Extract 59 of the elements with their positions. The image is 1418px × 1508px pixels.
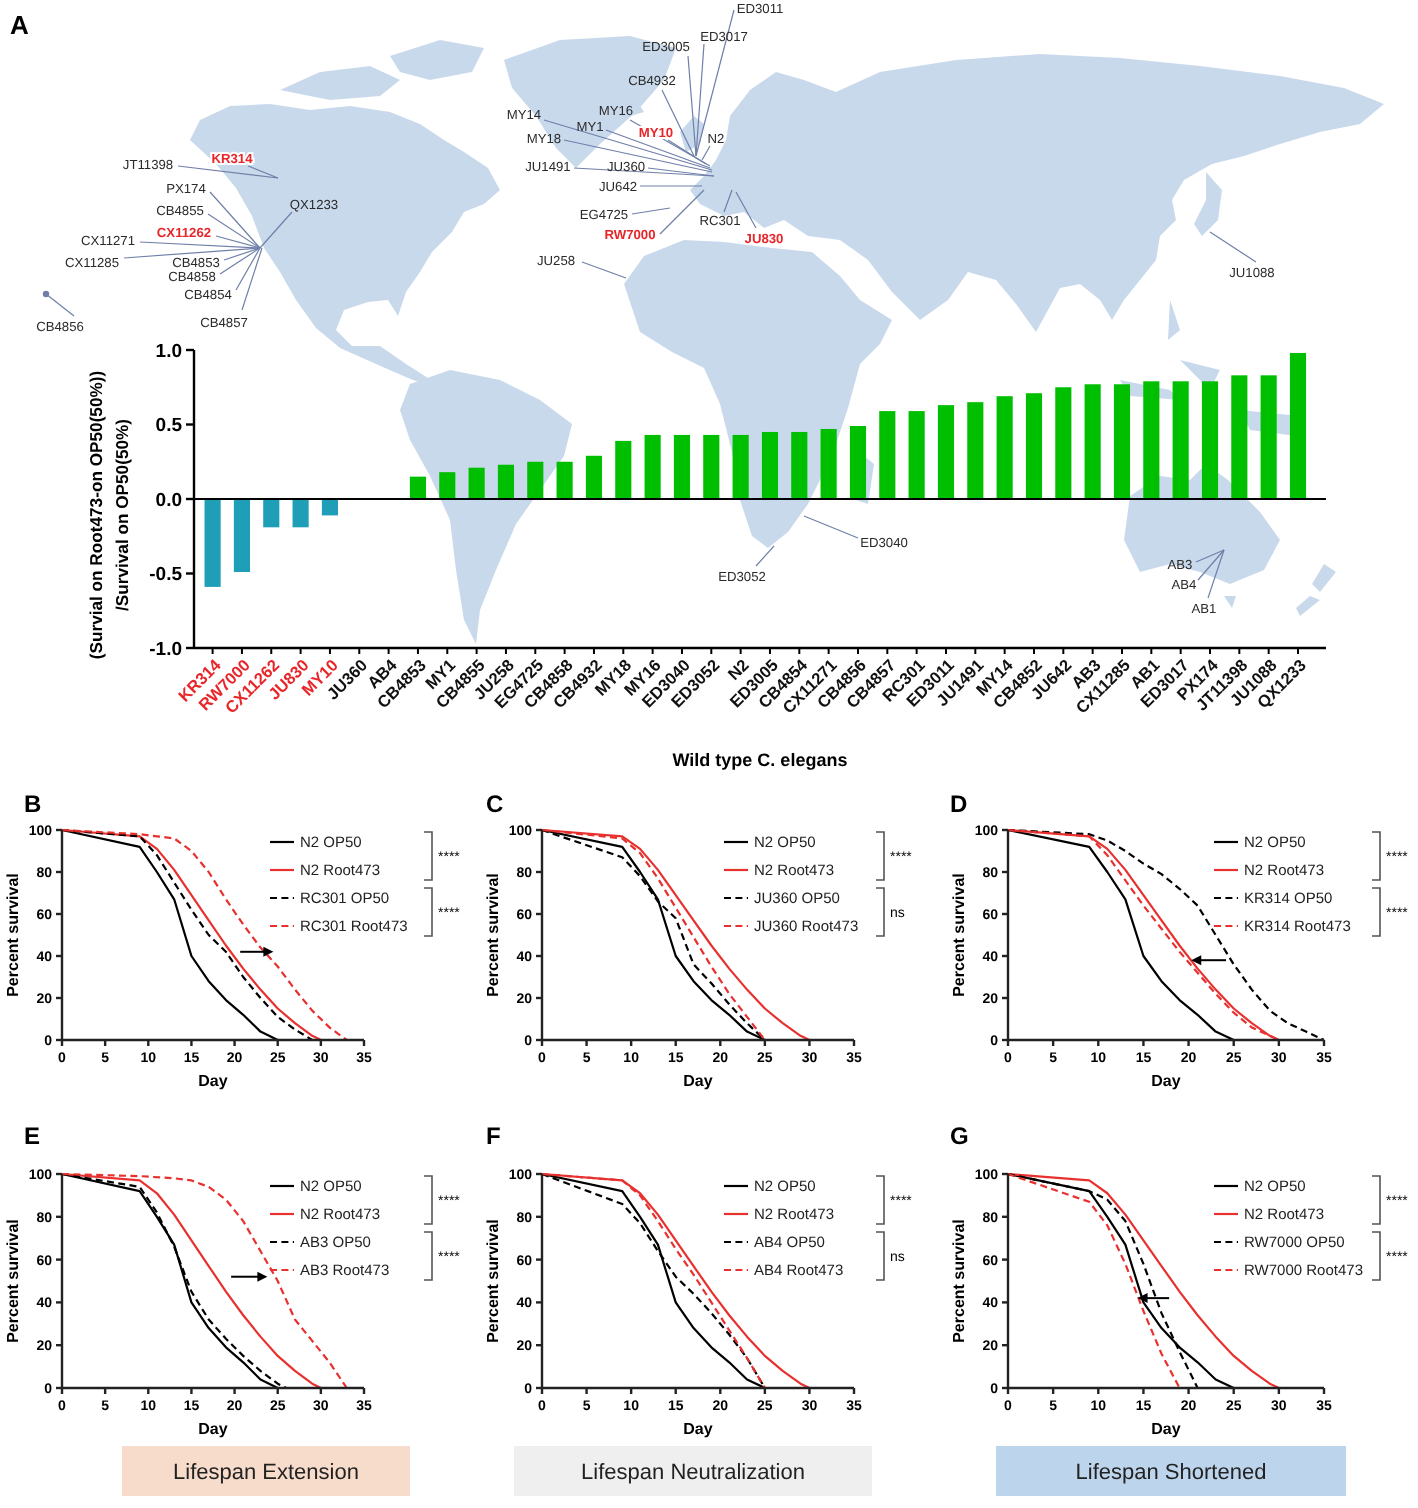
- bar: [439, 472, 456, 499]
- bar: [820, 428, 837, 499]
- y-tick-label: 0.0: [155, 489, 182, 512]
- y-tick-label: 0.5: [155, 415, 184, 438]
- y-axis-title: Percent survival: [484, 873, 502, 997]
- bar: [527, 461, 544, 499]
- bar: [1231, 375, 1248, 499]
- bar: [263, 499, 280, 528]
- bar: [996, 396, 1013, 499]
- y-axis-title: (Survial on Root473-on OP50(50%)) /Survival on OP50(50%): [86, 370, 132, 660]
- y-tick-label: -1.0: [149, 638, 182, 661]
- bar: [497, 464, 515, 499]
- text: Lifespan Extension: [173, 1460, 359, 1485]
- y-axis-title: Percent survival: [950, 873, 968, 997]
- chart-title: B: [24, 790, 42, 818]
- x-axis-title: Day: [1151, 1072, 1182, 1090]
- bar: [1025, 393, 1043, 499]
- x-axis-title: Day: [198, 1420, 229, 1438]
- bar: [908, 411, 925, 499]
- chart-title: A: [10, 10, 30, 40]
- bar: [556, 461, 573, 499]
- chart-title: D: [950, 790, 968, 818]
- bar: [1055, 387, 1072, 499]
- chart-title: C: [486, 790, 504, 818]
- bar: [292, 499, 309, 528]
- y-tick-label: 1.0: [155, 340, 182, 363]
- bar: [409, 476, 427, 499]
- bar: [204, 499, 221, 587]
- bar: [585, 455, 603, 499]
- bar: [233, 499, 250, 573]
- text: Lifespan Neutralization: [581, 1460, 805, 1485]
- y-axis-title: Percent survival: [484, 1219, 502, 1343]
- y-tick-label: -0.5: [149, 564, 184, 587]
- bar: [791, 431, 808, 499]
- bar: [761, 431, 779, 499]
- bar: [1289, 352, 1307, 499]
- x-axis-title: Wild type C. elegans: [672, 750, 848, 770]
- bar: [967, 402, 984, 499]
- bar: [937, 405, 955, 499]
- x-axis-title: Day: [683, 1420, 714, 1438]
- bar: [615, 440, 632, 499]
- x-axis-title: Day: [198, 1072, 229, 1090]
- bar: [644, 434, 661, 499]
- chart-title: G: [950, 1122, 969, 1150]
- x-axis-title: Day: [683, 1072, 714, 1090]
- y-axis-title: Percent survival: [950, 1219, 968, 1343]
- x-axis-title: Day: [1151, 1420, 1182, 1438]
- bar: [321, 499, 339, 516]
- bar: [879, 411, 896, 499]
- text: Lifespan Shortened: [1075, 1460, 1267, 1485]
- bar: [732, 434, 749, 499]
- bar: [1084, 384, 1101, 499]
- bar: [468, 467, 485, 499]
- y-axis-title: Percent survival: [4, 873, 22, 997]
- chart-title: E: [24, 1122, 41, 1150]
- y-axis-title: Percent survival: [4, 1219, 22, 1343]
- bar: [673, 434, 691, 499]
- chart-title: F: [486, 1122, 501, 1150]
- bar: [703, 434, 720, 499]
